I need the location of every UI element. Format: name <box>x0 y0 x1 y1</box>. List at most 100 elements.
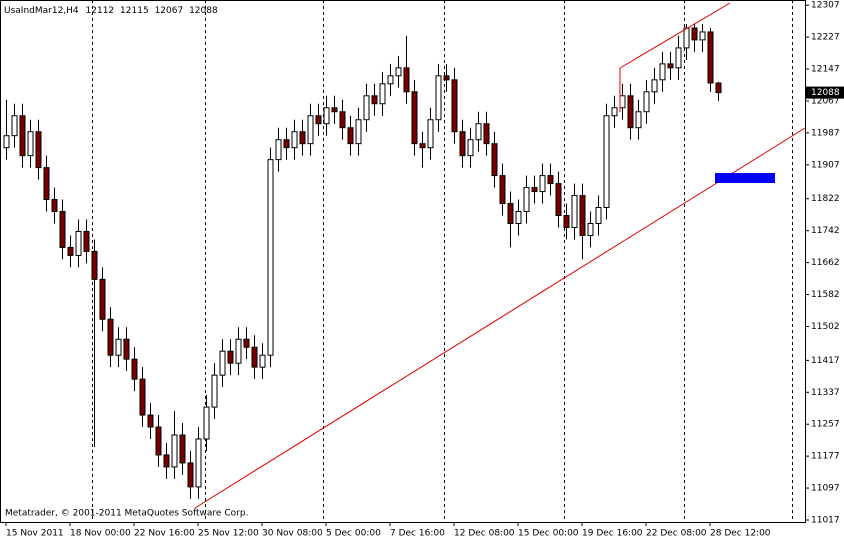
current-price-box <box>806 86 844 99</box>
candle-body <box>427 119 434 149</box>
candle-body <box>347 127 354 145</box>
zone-rectangle <box>715 173 775 183</box>
candle-body <box>691 27 698 41</box>
candle-body <box>547 175 554 185</box>
candle-body <box>307 115 314 145</box>
candle-body <box>123 338 130 360</box>
y-tick-label: 12067 <box>811 96 840 106</box>
y-tick-label: 11257 <box>811 420 840 430</box>
y-tick-label: 11017 <box>811 516 840 526</box>
candle-body <box>683 27 690 49</box>
y-tick-label: 11907 <box>811 160 840 170</box>
candle-body <box>435 75 442 121</box>
candle-body <box>83 230 90 252</box>
x-tick-label: 30 Nov 08:00 <box>262 529 323 539</box>
candle-body <box>571 195 578 228</box>
current-price-label: 12088 <box>811 88 840 98</box>
y-tick-label: 11097 <box>811 484 840 494</box>
candle-body <box>283 139 290 149</box>
x-tick-label: 22 Dec 08:00 <box>646 529 707 539</box>
plot-frame <box>0 0 806 523</box>
candle-body <box>483 123 490 145</box>
candle-body <box>355 119 362 145</box>
candle-body <box>371 95 378 105</box>
header-close: 12088 <box>189 6 218 16</box>
candle-body <box>59 211 66 248</box>
candle-body <box>315 115 322 125</box>
candle-body <box>451 79 458 133</box>
y-tick-label: 11502 <box>811 322 840 332</box>
candle-body <box>91 250 98 280</box>
candle-body <box>227 350 234 364</box>
candle-body <box>627 95 634 129</box>
candle-body <box>419 143 426 149</box>
x-tick-label: 7 Dec 16:00 <box>390 529 445 539</box>
channel-line <box>619 2 731 69</box>
candle-body <box>491 143 498 177</box>
candle-body <box>595 207 602 224</box>
price-axis: 12307 12227 12147 12067 11987 11907 11822 11742… <box>805 1 840 526</box>
candle-body <box>411 91 418 145</box>
candle-body <box>675 47 682 69</box>
candle-body <box>659 63 666 81</box>
candle-body <box>603 115 610 209</box>
candle-body <box>651 79 658 93</box>
candle-body <box>363 95 370 121</box>
candle-body <box>179 434 186 464</box>
y-tick-label: 11582 <box>811 290 840 300</box>
candle-body <box>251 346 258 368</box>
candle-body <box>75 230 82 256</box>
candle-body <box>211 374 218 408</box>
candle-body <box>403 67 410 93</box>
candle-body <box>339 111 346 129</box>
candle-body <box>635 111 642 129</box>
x-tick-label: 18 Nov 00:00 <box>70 529 131 539</box>
candle-body <box>131 358 138 380</box>
candle-body <box>539 175 546 193</box>
y-tick-label: 11417 <box>811 356 840 366</box>
candle-body <box>499 175 506 205</box>
y-tick-label: 11337 <box>811 388 840 398</box>
candle-body <box>259 354 266 368</box>
y-tick-label: 12227 <box>811 33 840 43</box>
x-tick-label: 15 Nov 2011 <box>6 529 64 539</box>
candle-body <box>19 115 26 157</box>
symbol: UsaIndMar12,H4 <box>4 6 79 16</box>
candle-body <box>267 159 274 356</box>
candle-body <box>611 107 618 117</box>
candle-body <box>291 131 298 149</box>
y-tick-label: 11177 <box>811 452 840 462</box>
candle-body <box>387 75 394 85</box>
candle-body <box>523 187 530 213</box>
candle-body <box>331 107 338 113</box>
candle-body <box>147 414 154 428</box>
candles <box>3 23 722 499</box>
x-tick-label: 5 Dec 00:00 <box>326 529 381 539</box>
candle-body <box>643 91 650 113</box>
header-open: 12112 <box>86 6 115 16</box>
y-tick-label: 11662 <box>811 258 840 268</box>
candle-body <box>67 246 74 256</box>
candle-body <box>51 199 58 213</box>
candle-body <box>699 31 706 41</box>
candle-body <box>163 454 170 468</box>
x-tick-label: 28 Dec 12:00 <box>710 529 771 539</box>
x-tick-label: 12 Dec 08:00 <box>454 529 515 539</box>
candle-body <box>515 211 522 224</box>
candle-body <box>11 115 18 137</box>
candle-body <box>139 378 146 416</box>
candle-body <box>587 222 594 236</box>
candle-body <box>195 438 202 488</box>
candle-body <box>27 131 34 157</box>
candle-body <box>707 31 714 84</box>
candle-body <box>235 338 242 364</box>
candle-body <box>715 82 722 94</box>
candle-body <box>155 426 162 456</box>
candle-body <box>467 139 474 157</box>
candle-body <box>667 63 674 69</box>
candle-body <box>243 338 250 348</box>
candle-body <box>379 83 386 105</box>
y-tick-label: 11742 <box>811 226 840 236</box>
candle-body <box>107 318 114 356</box>
